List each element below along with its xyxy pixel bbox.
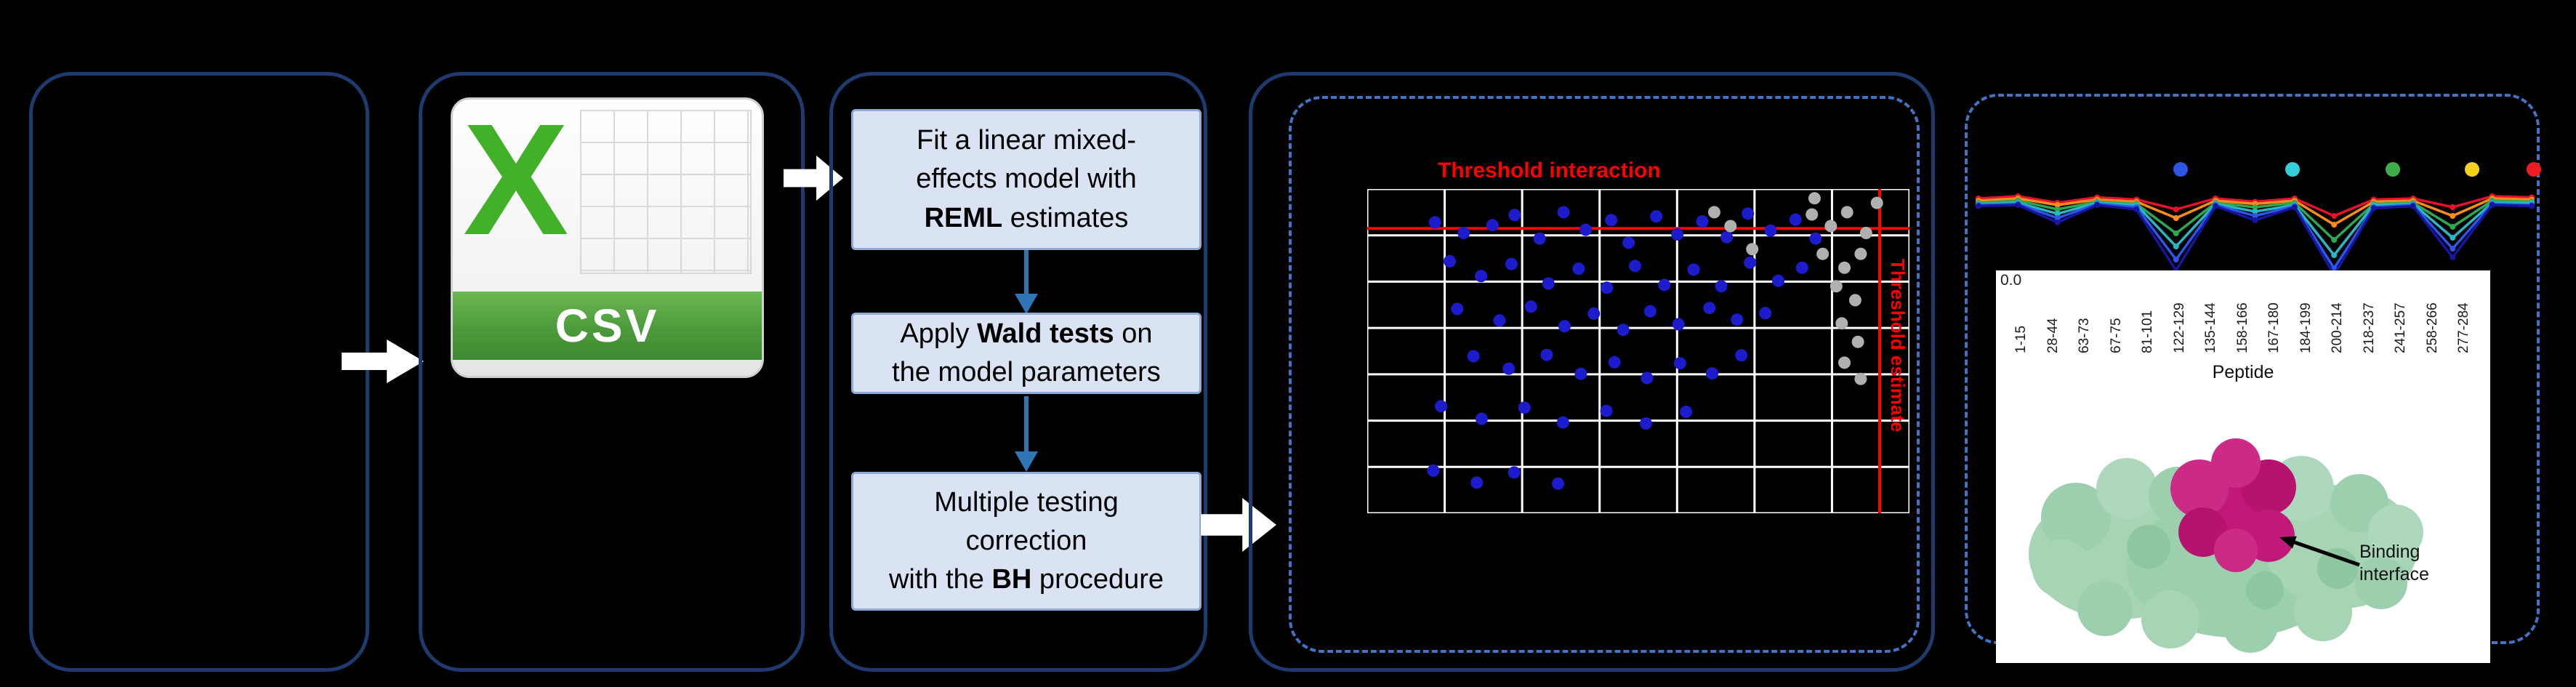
scatter-panel: Threshold interaction Threshold estimate — [1249, 72, 1935, 672]
csv-panel: X CSV — [419, 72, 805, 672]
input-panel — [29, 72, 369, 672]
peptide-tick-label: 158-166 — [2234, 302, 2250, 353]
threshold-interaction-label: Threshold interaction — [1438, 158, 1661, 182]
peptide-tick-label: 184-199 — [2298, 302, 2314, 353]
peptide-axis: 1-15 28-44 63-73 67-75 81-101 122-129 135-144 1… — [2013, 275, 2486, 358]
step-box-bh: Multiple testing correction with the BH … — [851, 472, 1202, 611]
steps-panel: Fit a linear mixed- effects model with R… — [829, 72, 1207, 672]
binding-interface-label: Binding interface — [2359, 542, 2429, 585]
scatter-dashed-frame — [1289, 96, 1920, 653]
peptide-tick-label: 258-266 — [2424, 302, 2440, 353]
binding-arrow-icon — [2279, 536, 2360, 567]
step-box-reml: Fit a linear mixed- effects model with R… — [851, 109, 1202, 250]
csv-band: CSV — [453, 292, 762, 360]
protein-structure — [2029, 438, 2423, 653]
peptide-figure: 0.0 1-15 28-44 63-73 67-75 81-101 122-129 135-… — [1996, 270, 2490, 663]
step-text: Apply Wald tests on the model parameters — [892, 318, 1161, 387]
peptide-tick-label: 277-284 — [2456, 302, 2471, 353]
peptide-tick-label: 67-75 — [2108, 318, 2124, 353]
scatter-plot — [1367, 189, 1909, 513]
peptide-tick-label: 135-144 — [2203, 302, 2218, 353]
step-text: Multiple testing correction with the BH … — [888, 486, 1164, 595]
y-axis-tick-label: 0.0 — [2000, 272, 2022, 289]
step-box-wald: Apply Wald tests on the model parameters — [851, 313, 1202, 394]
csv-file-icon: X CSV — [451, 97, 764, 378]
peptide-tick-label: 28-44 — [2045, 318, 2061, 353]
excel-x-icon: X — [463, 97, 569, 268]
csv-label: CSV — [555, 300, 660, 352]
peptide-tick-label: 122-129 — [2171, 302, 2187, 353]
peptide-tick-label: 167-180 — [2266, 302, 2282, 353]
down-arrow-icon — [1015, 250, 1038, 314]
step-text: Fit a linear mixed- effects model with R… — [916, 125, 1137, 233]
peptide-tick-label: 1-15 — [2013, 325, 2029, 353]
peptide-tick-label: 200-214 — [2330, 302, 2345, 353]
peptide-profile-chart — [1976, 162, 2541, 278]
threshold-estimate-label: Threshold estimate — [1887, 259, 1909, 433]
results-panel: 0.0 1-15 28-44 63-73 67-75 81-101 122-129 135-… — [1965, 94, 2541, 663]
peptide-tick-label: 81-101 — [2140, 310, 2155, 353]
down-arrow-icon — [1015, 396, 1038, 472]
spreadsheet-grid-icon — [580, 110, 752, 274]
peptide-tick-label: 63-73 — [2077, 318, 2092, 353]
peptide-tick-label: 218-237 — [2361, 302, 2377, 353]
peptide-tick-label: 241-257 — [2393, 302, 2408, 353]
peptide-axis-title: Peptide — [2212, 362, 2274, 382]
